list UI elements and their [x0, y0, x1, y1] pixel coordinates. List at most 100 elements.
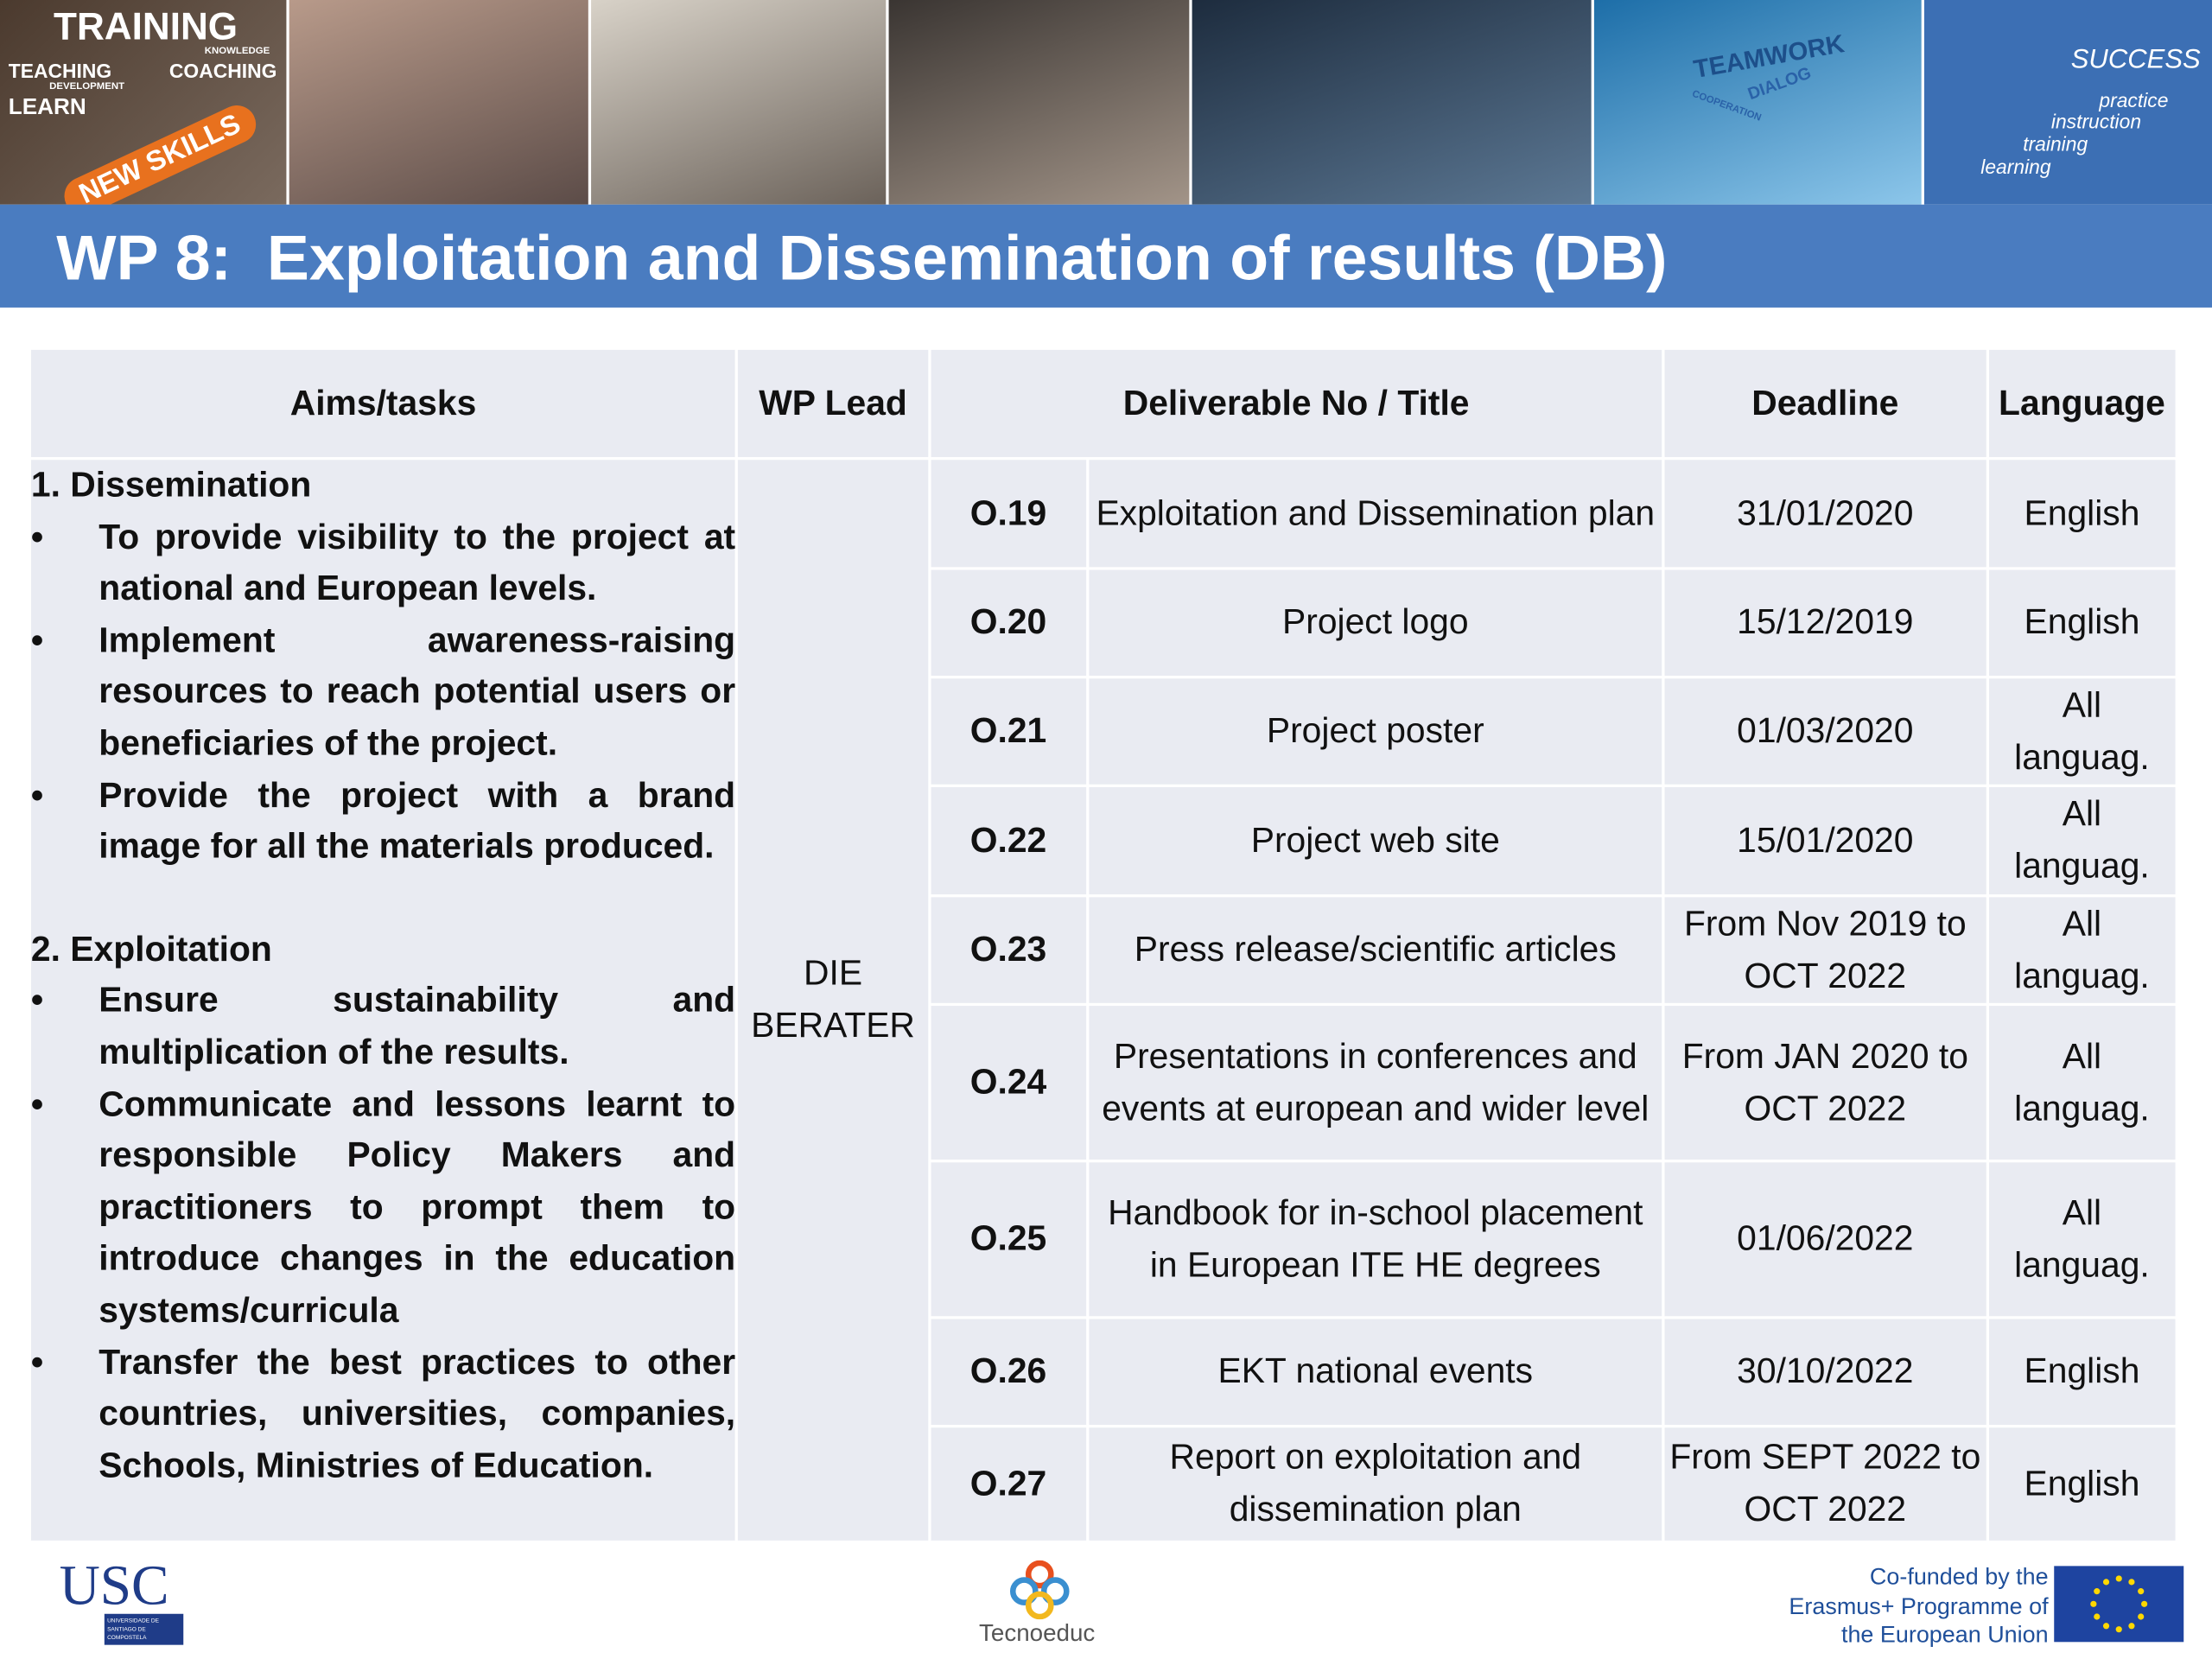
eu-star [2090, 1600, 2097, 1607]
eu-star [2115, 1626, 2122, 1633]
language: All languag. [1988, 678, 2176, 785]
eu-star [2102, 1623, 2110, 1630]
eu-star [2128, 1623, 2135, 1630]
table-row: O.22 Project web site 15/01/2020 All langua… [31, 787, 2176, 895]
aims-cell: 1. Dissemination To provide visibility to… [30, 460, 736, 1541]
deadline: 15/12/2019 [1664, 569, 1986, 677]
usc-subtitle: UNIVERSIDADE DE SANTIAGO DE COMPOSTELA [104, 1613, 184, 1645]
table-row: 1. Dissemination To provide visibility to… [30, 460, 2176, 1541]
deliverable-title: Project web site [1089, 787, 1662, 895]
banner-text: learning [1980, 155, 2051, 178]
deliverable-no: O.22 [930, 787, 1087, 895]
aims-bullet: To provide visibility to the project at … [31, 512, 735, 614]
deadline: 30/10/2022 [1664, 1319, 1986, 1425]
deliverable-title: Press release/scientific articles [1089, 897, 1662, 1003]
deliverable-title: Presentations in conferences and events … [1089, 1006, 1662, 1160]
deliverable-title: Project poster [1089, 678, 1662, 785]
aims-bullet: Communicate and lessons learnt to respon… [31, 1078, 735, 1337]
title-bar: WP 8: Exploitation and Dissemination of … [0, 204, 2212, 308]
eu-star [2115, 1575, 2122, 1582]
deliverable-no: O.25 [930, 1162, 1087, 1317]
deadline: From Nov 2019 to OCT 2022 [1664, 897, 1986, 1003]
banner-text: training [2023, 132, 2088, 156]
language: All languag. [1988, 1006, 2176, 1160]
banner-text: practice [2099, 88, 2169, 111]
aims-bullet: Transfer the best practices to other cou… [31, 1337, 735, 1491]
table-row: O.20 Project logo 15/12/2019 English [31, 569, 2176, 677]
language: All languag. [1988, 787, 2176, 895]
tecnoeduc-icon [1009, 1560, 1070, 1620]
banner-text: COACHING [168, 59, 277, 82]
deliverables-table: Aims/tasks WP Lead Deliverable No / Title D… [29, 347, 2178, 1543]
table-body: 1. Dissemination To provide visibility to… [30, 460, 2176, 1541]
banner-photo [591, 0, 887, 205]
aims-bullet: Implement awareness-raising resources to… [31, 614, 735, 769]
table-row: O.27 Report on exploitation and dissemina… [31, 1427, 2176, 1541]
usc-text: USC [59, 1553, 169, 1618]
banner-text: KNOWLEDGE [204, 46, 270, 57]
deliverable-no: O.21 [930, 678, 1087, 785]
deadline: 01/03/2020 [1664, 678, 1986, 785]
banner-text: DEVELOPMENT [49, 81, 125, 92]
language: All languag. [1988, 897, 2176, 1003]
column-header: WP Lead [738, 349, 928, 457]
column-header: Aims/tasks [30, 349, 736, 457]
wp-lead-cell: DIE BERATER [738, 460, 928, 1541]
spacer [31, 873, 735, 924]
deadline: 01/06/2022 [1664, 1162, 1986, 1317]
deliverable-no: O.20 [930, 569, 1087, 677]
language: English [1988, 1427, 2176, 1541]
deliverable-no: O.26 [930, 1319, 1087, 1425]
column-header: Deliverable No / Title [930, 349, 1662, 457]
deliverable-title: Report on exploitation and dissemination… [1089, 1427, 1662, 1541]
eu-flag [2054, 1566, 2184, 1643]
banner-text: LEARN [8, 96, 86, 120]
deliverable-title: Exploitation and Dissemination plan [1089, 460, 1662, 568]
banner-photo [289, 0, 588, 205]
banner-text: TEACHING [8, 59, 112, 82]
aims-heading: 2. Exploitation [30, 929, 272, 969]
banner-tile: SUCCESS practice instruction training le… [1923, 0, 2212, 205]
table-row: O.21 Project poster 01/03/2020 All languag. [31, 678, 2176, 785]
column-header: Deadline [1664, 349, 1986, 457]
language: English [1988, 1319, 2176, 1425]
banner-photo [888, 0, 1190, 205]
aims-bullet: Ensure sustainability and multiplication… [31, 976, 735, 1078]
eu-star [2128, 1579, 2135, 1586]
language: English [1988, 460, 2176, 568]
deadline: From SEPT 2022 to OCT 2022 [1664, 1427, 1986, 1541]
banner-tile: TRAINING KNOWLEDGE TEACHING COACHING DEV… [0, 0, 287, 205]
deliverable-title: Handbook for in-school placement in Euro… [1089, 1162, 1662, 1317]
table-row: O.26 EKT national events 30/10/2022 English [31, 1319, 2176, 1425]
banner-photo [1192, 0, 1592, 205]
aims-bullet: Provide the project with a brand image f… [31, 770, 735, 873]
deliverable-no: O.23 [930, 897, 1087, 1003]
banner-text: SUCCESS [2070, 45, 2201, 75]
table-row: O.25 Handbook for in-school placement in … [31, 1162, 2176, 1317]
eu-star [2138, 1588, 2145, 1595]
deliverable-no: O.19 [930, 460, 1087, 568]
deliverable-title: Project logo [1089, 569, 1662, 677]
eu-star [2141, 1600, 2148, 1607]
column-header: Language [1988, 349, 2176, 457]
table-row: O.24 Presentations in conferences and eve… [31, 1006, 2176, 1160]
language: English [1988, 569, 2176, 677]
eu-star [2102, 1579, 2110, 1586]
deliverable-no: O.27 [930, 1427, 1087, 1541]
aims-heading: 1. Dissemination [30, 465, 312, 505]
banner-text: instruction [2050, 110, 2142, 133]
eu-star [2138, 1613, 2145, 1620]
header-row: Aims/tasks WP Lead Deliverable No / Title D… [30, 349, 2176, 457]
deadline: 15/01/2020 [1664, 787, 1986, 895]
usc-logo: USC UNIVERSIDADE DE SANTIAGO DE COMPOSTE… [59, 1553, 184, 1645]
deliverable-no: O.24 [930, 1006, 1087, 1160]
banner-tile: TEAMWORK DIALOG COOPERATION [1593, 0, 1922, 205]
deliverable-title: EKT national events [1089, 1319, 1662, 1425]
language: All languag. [1988, 1162, 2176, 1317]
deadline: From JAN 2020 to OCT 2022 [1664, 1006, 1986, 1160]
slide-title: WP 8: Exploitation and Dissemination of … [56, 221, 1668, 294]
banner-text: TRAINING [54, 5, 238, 48]
eu-star [2094, 1588, 2101, 1595]
eu-star [2094, 1613, 2101, 1620]
